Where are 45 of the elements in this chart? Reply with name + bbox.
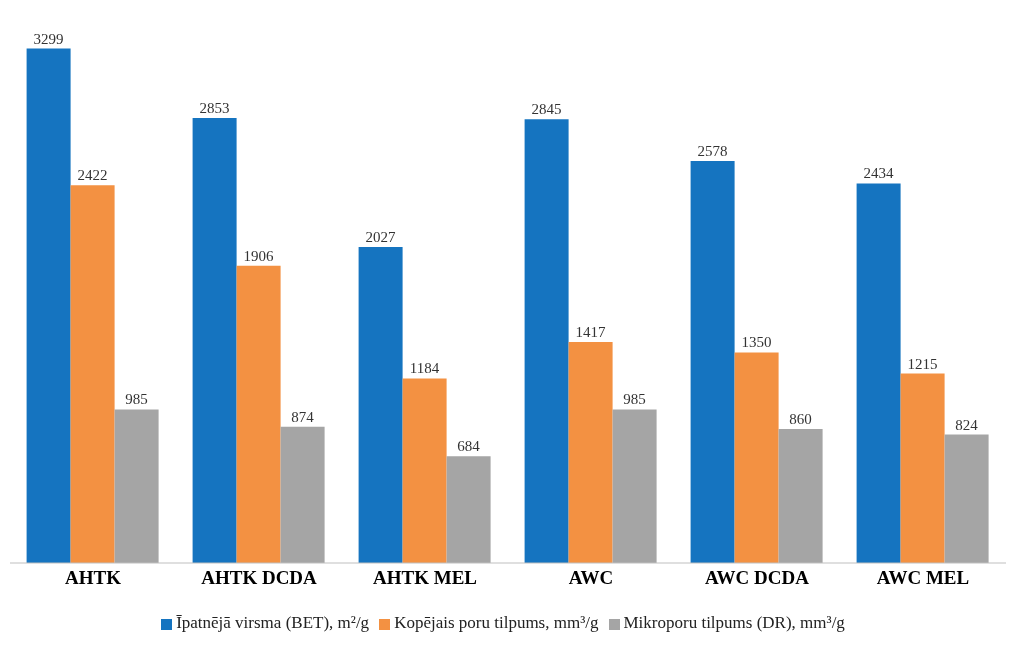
bar	[612, 409, 657, 563]
data-label: 1184	[409, 360, 440, 377]
x-tick-label: AHTK MEL	[373, 567, 477, 589]
data-label: 2845	[531, 101, 562, 118]
bar	[944, 434, 989, 563]
data-label: 3299	[33, 30, 64, 47]
legend-label: Kopējais poru tilpums, mm³/g	[394, 613, 599, 632]
bar	[524, 119, 569, 563]
x-tick-label: AWC MEL	[876, 567, 970, 589]
bar	[856, 183, 901, 563]
data-label: 684	[457, 438, 481, 455]
data-label: 985	[623, 391, 646, 408]
data-label: 824	[955, 416, 979, 433]
bar	[358, 246, 403, 563]
x-tick-label: AWC DCDA	[705, 567, 810, 589]
data-label: 2434	[863, 165, 895, 182]
data-label: 1215	[907, 355, 938, 372]
data-label: 1906	[243, 247, 275, 264]
bar	[402, 378, 447, 563]
x-tick-label: AHTK	[65, 567, 122, 589]
x-tick-label: AWC	[568, 567, 614, 589]
data-label: 860	[789, 410, 812, 427]
data-label: 874	[291, 408, 315, 425]
bar	[26, 48, 71, 563]
bar	[568, 342, 613, 563]
data-label: 1350	[741, 334, 772, 351]
bar	[690, 161, 735, 563]
data-label: 2027	[365, 228, 397, 245]
bar	[192, 118, 237, 563]
data-label: 2853	[199, 100, 230, 117]
bar	[734, 352, 779, 563]
bar	[236, 265, 281, 563]
bar	[114, 409, 159, 563]
data-label: 2578	[697, 143, 728, 159]
legend-label: Īpatnējā virsma (BET), m²/g	[176, 613, 370, 632]
bar	[70, 185, 115, 563]
bar	[900, 373, 945, 563]
bar	[446, 456, 491, 563]
data-label: 2422	[77, 167, 108, 184]
bar	[778, 428, 823, 563]
legend-label: Mikroporu tilpums (DR), mm³/g	[623, 613, 845, 632]
bar	[280, 426, 325, 563]
data-label: 1417	[575, 324, 607, 341]
x-tick-label: AHTK DCDA	[201, 567, 318, 589]
data-label: 985	[125, 391, 148, 408]
